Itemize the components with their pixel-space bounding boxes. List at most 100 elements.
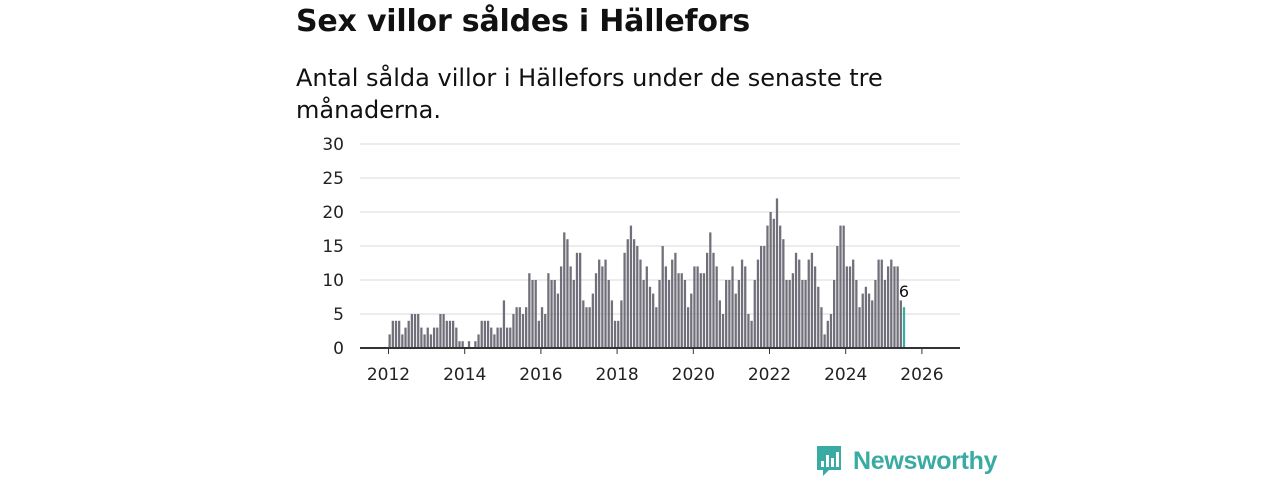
bar (750, 320, 753, 348)
bar (874, 280, 877, 348)
bar (836, 246, 839, 348)
bar (499, 327, 502, 348)
bar (823, 334, 826, 348)
bar (629, 225, 633, 348)
bar (801, 280, 804, 348)
bar (648, 286, 652, 348)
y-tick-label: 30 (322, 135, 344, 155)
bar (598, 259, 601, 348)
brand-name: Newsworthy (853, 446, 998, 475)
y-tick-label: 5 (333, 305, 344, 325)
bar (420, 327, 423, 348)
bar (452, 320, 455, 348)
bar (794, 252, 798, 348)
bar (585, 307, 588, 348)
bar (845, 266, 848, 348)
bar (642, 280, 645, 348)
bar (883, 280, 887, 348)
bar (858, 307, 861, 348)
bar (763, 246, 766, 348)
bar (496, 327, 499, 348)
bar (686, 307, 690, 348)
bar (575, 252, 579, 348)
bar (728, 280, 731, 348)
bar-highlight (902, 307, 906, 348)
bar (537, 320, 541, 348)
bar (807, 259, 810, 348)
bar (652, 293, 655, 348)
bar (423, 334, 426, 348)
bar (556, 293, 560, 348)
y-axis-ticks: 0 5 10 15 20 25 30 (322, 135, 344, 359)
bar (877, 259, 880, 348)
bars (388, 198, 906, 348)
bar (559, 266, 563, 348)
bar (699, 273, 702, 348)
x-tick-label: 2012 (367, 365, 410, 385)
bar (550, 280, 553, 348)
bar (769, 212, 772, 348)
x-tick-label: 2022 (748, 365, 791, 385)
bar (886, 266, 890, 348)
bar (737, 280, 741, 348)
bar (645, 266, 648, 348)
bar (753, 280, 756, 348)
bar (721, 314, 725, 348)
bar (893, 266, 896, 348)
bar (658, 280, 661, 348)
bar (756, 259, 760, 348)
bar (525, 307, 528, 348)
bar (429, 334, 433, 348)
bar (518, 307, 521, 348)
bar (810, 252, 814, 348)
x-tick-label: 2014 (443, 365, 486, 385)
bar (432, 327, 436, 348)
bar (563, 232, 566, 348)
bar (461, 341, 464, 348)
bar (579, 252, 582, 348)
bar (413, 314, 417, 348)
bar (515, 307, 518, 348)
bar (582, 300, 585, 348)
bar (534, 280, 537, 348)
bar (683, 280, 687, 348)
bar (712, 252, 715, 348)
bar (899, 300, 902, 348)
x-tick-label: 2018 (595, 365, 638, 385)
bar (693, 266, 696, 348)
bar-chart: 0 5 10 15 20 25 30 2012 2014 2016 2018 2020 2022 202… (322, 135, 960, 385)
bar (766, 225, 769, 348)
bar (528, 273, 531, 348)
bar (740, 259, 744, 348)
bar (826, 320, 829, 348)
bar (848, 266, 852, 348)
bar (401, 334, 404, 348)
bar (480, 320, 483, 348)
bar (639, 259, 642, 348)
bar (661, 246, 664, 348)
bar (394, 320, 398, 348)
bar (483, 320, 487, 348)
bar (569, 266, 572, 348)
bar (572, 280, 575, 348)
bar (442, 314, 445, 348)
bar (388, 334, 391, 348)
bar (521, 314, 525, 348)
newsworthy-logo: Newsworthy (815, 444, 998, 478)
bar (839, 225, 842, 348)
bar (671, 259, 674, 348)
bar (804, 280, 807, 348)
bar (566, 239, 569, 348)
bar (407, 320, 410, 348)
x-tick-label: 2016 (519, 365, 562, 385)
bar (785, 280, 788, 348)
bar (664, 266, 668, 348)
bar (696, 266, 699, 348)
bar (744, 266, 747, 348)
bar (398, 320, 401, 348)
bar (490, 327, 493, 348)
bar (791, 273, 795, 348)
bar (813, 266, 817, 348)
bar (467, 341, 471, 348)
y-tick-label: 20 (322, 203, 344, 223)
